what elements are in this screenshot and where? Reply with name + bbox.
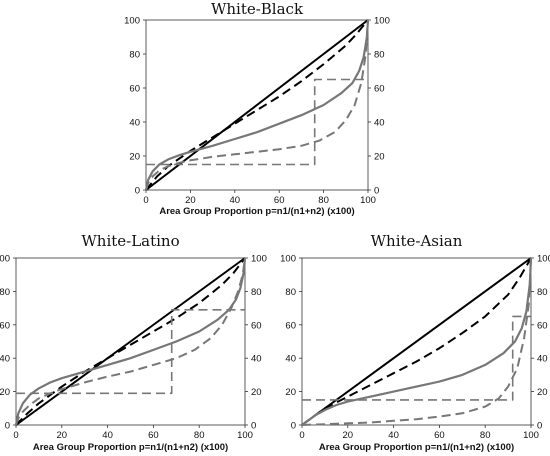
x-tick-label: 0 <box>13 430 18 441</box>
y2-tick-label: 80 <box>537 287 548 298</box>
x-tick-label: 60 <box>148 430 159 441</box>
y2-tick-label: 0 <box>537 421 542 432</box>
y2-tick-label: 20 <box>251 387 262 398</box>
y-tick-label: 20 <box>0 387 10 398</box>
series-line-solid-gray <box>144 19 370 191</box>
y2-tick-label: 100 <box>374 16 390 27</box>
chart-title: White-Black <box>211 0 304 18</box>
y2-tick-label: 0 <box>251 421 256 432</box>
series-line-step-gray <box>302 315 531 401</box>
y2-tick-label: 20 <box>374 152 385 163</box>
series-line-step-gray <box>16 308 245 395</box>
series-line-dashed-gray <box>145 19 369 191</box>
y-tick-label: 0 <box>135 186 140 197</box>
y-tick-label: 80 <box>0 287 10 298</box>
series-line-dashed-black <box>301 257 532 426</box>
y-tick-label: 100 <box>124 16 140 27</box>
y2-tick-label: 60 <box>537 320 548 331</box>
y-tick-label: 20 <box>129 152 140 163</box>
y-tick-label: 0 <box>5 421 10 432</box>
y2-tick-label: 20 <box>537 387 548 398</box>
x-tick-label: 40 <box>388 430 399 441</box>
chart-title: White-Asian <box>371 232 463 250</box>
y-tick-label: 40 <box>129 118 140 129</box>
y2-tick-label: 100 <box>537 254 550 265</box>
x-axis-label: Area Group Proportion p=n1/(n1+n2) (x100… <box>33 442 228 453</box>
series-line-solid-gray <box>14 257 247 426</box>
x-tick-label: 40 <box>102 430 113 441</box>
x-tick-label: 80 <box>194 430 205 441</box>
x-tick-label: 20 <box>57 430 68 441</box>
y2-tick-label: 100 <box>251 254 267 265</box>
y-tick-label: 40 <box>0 354 10 365</box>
chart-title: White-Latino <box>81 232 179 250</box>
y-tick-label: 60 <box>285 320 296 331</box>
x-tick-label: 0 <box>143 195 148 206</box>
plot-frame <box>301 257 532 426</box>
x-tick-label: 40 <box>230 195 241 206</box>
series-line-solid-black <box>15 257 246 426</box>
chart-panel: White-Latino0204060801000204060801000204… <box>0 232 267 453</box>
x-tick-label: 60 <box>434 430 445 441</box>
x-tick-label: 20 <box>185 195 196 206</box>
y-tick-label: 80 <box>285 287 296 298</box>
y-tick-label: 0 <box>291 421 296 432</box>
x-tick-label: 80 <box>480 430 491 441</box>
y2-tick-label: 80 <box>251 287 262 298</box>
y-tick-label: 80 <box>129 50 140 61</box>
y2-tick-label: 80 <box>374 50 385 61</box>
series-line-solid-gray <box>301 257 533 426</box>
y-tick-label: 60 <box>0 320 10 331</box>
x-tick-label: 0 <box>299 430 304 441</box>
x-tick-label: 100 <box>360 195 376 206</box>
series-line-solid-black <box>301 257 532 426</box>
plot-frame <box>15 257 246 426</box>
x-axis-label: Area Group Proportion p=n1/(n1+n2) (x100… <box>159 206 354 217</box>
x-tick-label: 100 <box>237 430 253 441</box>
x-tick-label: 60 <box>274 195 285 206</box>
x-tick-label: 100 <box>523 430 539 441</box>
y2-tick-label: 40 <box>374 118 385 129</box>
y2-tick-label: 40 <box>251 354 262 365</box>
y-tick-label: 40 <box>285 354 296 365</box>
series-line-dashed-black <box>15 257 246 426</box>
x-tick-label: 80 <box>318 195 329 206</box>
series-line-step-gray <box>146 78 368 166</box>
y2-tick-label: 60 <box>374 84 385 95</box>
y-tick-label: 100 <box>280 254 296 265</box>
y2-tick-label: 0 <box>374 186 379 197</box>
x-axis-label: Area Group Proportion p=n1/(n1+n2) (x100… <box>319 442 514 453</box>
plot-frame <box>145 19 369 191</box>
y2-tick-label: 60 <box>251 320 262 331</box>
x-tick-label: 20 <box>343 430 354 441</box>
series-line-dashed-gray <box>15 257 246 426</box>
series-line-dashed-gray <box>301 257 532 426</box>
y-tick-label: 20 <box>285 387 296 398</box>
y-tick-label: 60 <box>129 84 140 95</box>
y-tick-label: 100 <box>0 254 10 265</box>
y2-tick-label: 40 <box>537 354 548 365</box>
